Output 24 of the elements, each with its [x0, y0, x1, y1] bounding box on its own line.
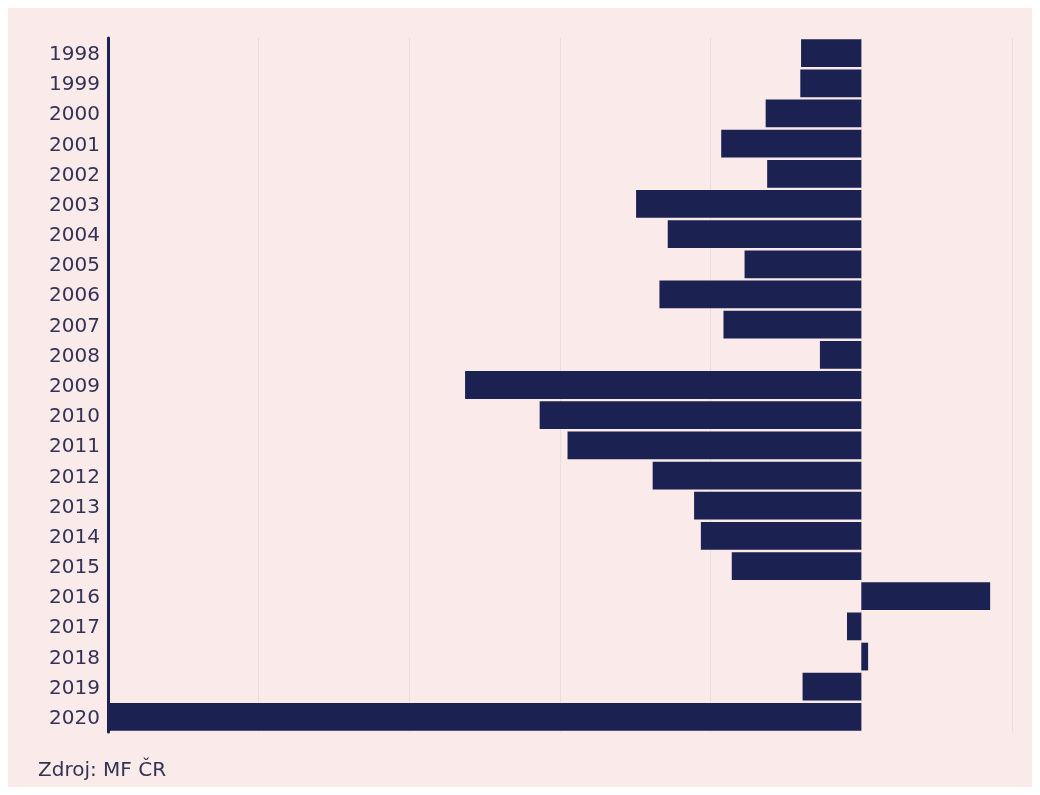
y-tick-label: 2000: [49, 101, 100, 126]
y-tick-label: 2007: [49, 312, 100, 337]
y-tick-label: 2002: [49, 161, 100, 186]
y-tick-label: 2018: [49, 644, 100, 669]
y-tick-label: 2012: [49, 463, 100, 488]
y-tick-label: 2009: [49, 373, 100, 397]
y-tick-label: 1998: [49, 41, 100, 66]
y-tick-label: 2003: [49, 191, 100, 216]
y-tick-label: 2006: [49, 282, 100, 307]
y-tick-label: 2013: [49, 493, 100, 518]
y-tick-label: 2020: [49, 704, 100, 729]
y-tick-label: 2016: [49, 584, 100, 609]
y-tick-label: 1999: [49, 71, 100, 96]
y-tick-label: 2008: [49, 342, 100, 367]
y-tick-label: 2005: [49, 252, 100, 277]
y-tick-label: 2001: [49, 131, 100, 156]
y-tick-label: 2010: [49, 403, 100, 428]
y-tick-label: 2011: [49, 433, 100, 458]
text: Zdroj: MF ČR: [38, 757, 167, 781]
y-tick-label: 2004: [49, 222, 100, 247]
y-tick-label: 2014: [49, 523, 100, 548]
y-tick-label: 2017: [49, 614, 100, 639]
y-tick-label: 2019: [49, 674, 100, 699]
y-tick-label: 2015: [49, 554, 100, 579]
